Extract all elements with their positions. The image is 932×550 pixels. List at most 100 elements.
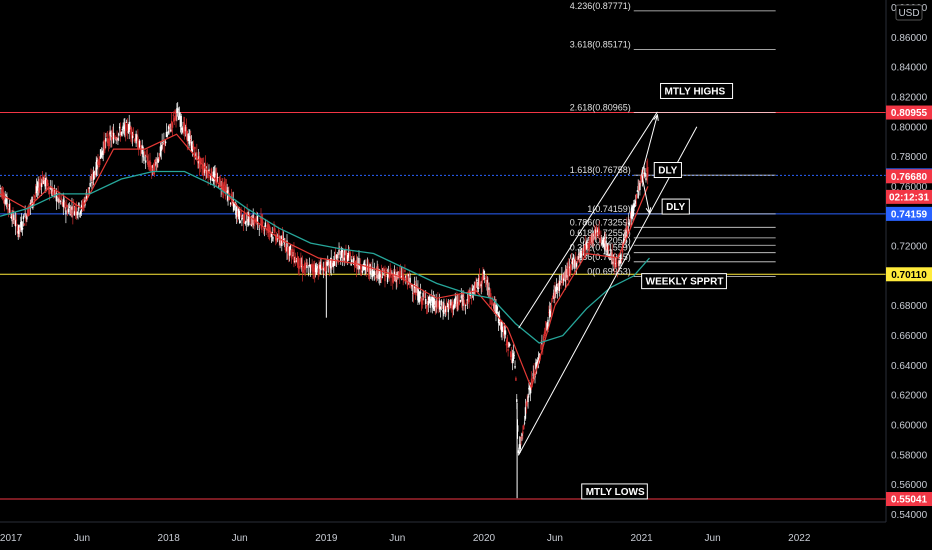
candle-body xyxy=(475,281,477,288)
candle-body xyxy=(442,310,444,313)
candle-body xyxy=(353,258,355,265)
candle-body xyxy=(470,293,473,299)
candle-body xyxy=(114,137,117,139)
candle-body xyxy=(72,213,74,216)
candle-body xyxy=(477,278,480,286)
candle-body xyxy=(62,199,64,207)
candle-body xyxy=(73,204,75,206)
candle-body xyxy=(607,245,610,250)
candle-body xyxy=(183,122,185,134)
plot-area[interactable]: 4.236(0.87771) 3.618(0.85171) 2.618(0.8096… xyxy=(0,1,886,500)
candle-body xyxy=(468,290,470,303)
candle-body xyxy=(596,230,599,233)
candle-body xyxy=(406,281,409,286)
candle-body xyxy=(388,272,391,279)
candle-body xyxy=(288,246,291,256)
candle-body xyxy=(628,221,631,222)
candle-body xyxy=(636,190,639,192)
candle-body xyxy=(637,186,639,198)
price-tick-label: 0.66000 xyxy=(891,331,928,342)
candle-body xyxy=(360,265,362,270)
time-axis[interactable]: 2017 Jun 2018 Jun 2019 Jun 2020 Jun 2021 Jun 2022 xyxy=(0,521,886,544)
candle-body xyxy=(454,298,456,305)
time-tick-label: 2020 xyxy=(473,533,496,544)
candle-body xyxy=(478,275,481,287)
candle-body xyxy=(462,294,464,306)
candle-body xyxy=(525,403,528,406)
candle-body xyxy=(27,208,30,216)
candle-body xyxy=(216,173,218,183)
candle-body xyxy=(288,247,290,255)
candle-body xyxy=(39,182,41,187)
candle-body xyxy=(368,266,371,276)
candle-body xyxy=(81,202,84,206)
candle-body xyxy=(58,198,60,203)
candle-body xyxy=(132,134,135,135)
candle-body xyxy=(384,267,386,282)
candle-body xyxy=(594,229,597,234)
candle-body xyxy=(260,216,262,226)
candle-body xyxy=(347,252,350,258)
candle-body xyxy=(89,182,91,187)
candle-body xyxy=(73,211,76,216)
candle-body xyxy=(405,275,408,280)
candle-body xyxy=(422,292,424,298)
candle-body xyxy=(327,261,329,263)
candle-body xyxy=(207,171,209,179)
candle-body xyxy=(568,265,570,278)
candle-body xyxy=(289,245,292,250)
candle-body xyxy=(21,227,24,230)
candle-body xyxy=(113,136,116,138)
candle-body xyxy=(274,228,276,233)
candle-body xyxy=(157,160,160,162)
candle-body xyxy=(170,129,172,132)
candle-body xyxy=(40,182,43,188)
candle-body xyxy=(65,210,67,215)
candle-body xyxy=(135,133,137,144)
candle-body xyxy=(326,261,328,266)
price-axis[interactable]: 0.880000.860000.840000.820000.800000.780… xyxy=(885,0,932,550)
candle-body xyxy=(239,220,241,224)
candle-body xyxy=(577,256,580,260)
candle-body xyxy=(285,249,287,251)
candle-body xyxy=(13,214,15,221)
candle-body xyxy=(503,326,505,336)
candle-body xyxy=(51,187,53,196)
candle-body xyxy=(230,194,233,199)
candle-body xyxy=(190,141,193,151)
candle-body xyxy=(415,285,417,293)
annotation-box xyxy=(641,273,727,290)
annotation-box xyxy=(581,483,648,500)
fib-level-label: 1.618(0.76758) xyxy=(570,165,631,175)
candle-body xyxy=(243,211,246,223)
candle-body xyxy=(297,256,299,269)
candle-body xyxy=(321,273,324,275)
candle-body xyxy=(324,261,326,273)
candle-body xyxy=(381,276,384,278)
time-tick-label: 2021 xyxy=(631,533,654,544)
candle-body xyxy=(16,226,19,234)
candle-body xyxy=(235,207,237,215)
candle-body xyxy=(224,185,227,196)
candle-body xyxy=(256,215,259,224)
candle-body xyxy=(28,208,31,210)
candle-body xyxy=(416,286,418,296)
candle-body xyxy=(203,169,206,174)
candle-body xyxy=(464,303,466,306)
price-tick-label: 0.68000 xyxy=(891,301,928,312)
candle-body xyxy=(455,297,457,303)
candle-body xyxy=(627,222,630,225)
candle-body xyxy=(112,132,114,134)
candle-body xyxy=(248,215,250,225)
candle-body xyxy=(588,243,590,249)
candle-body xyxy=(215,176,217,183)
candle-body xyxy=(512,353,515,362)
price-tag-label: 0.74159 xyxy=(891,209,928,220)
candle-body xyxy=(580,251,582,253)
candle-body xyxy=(510,351,512,358)
candle-body xyxy=(391,272,393,274)
candle-body xyxy=(372,267,374,278)
candle-body xyxy=(565,269,567,280)
